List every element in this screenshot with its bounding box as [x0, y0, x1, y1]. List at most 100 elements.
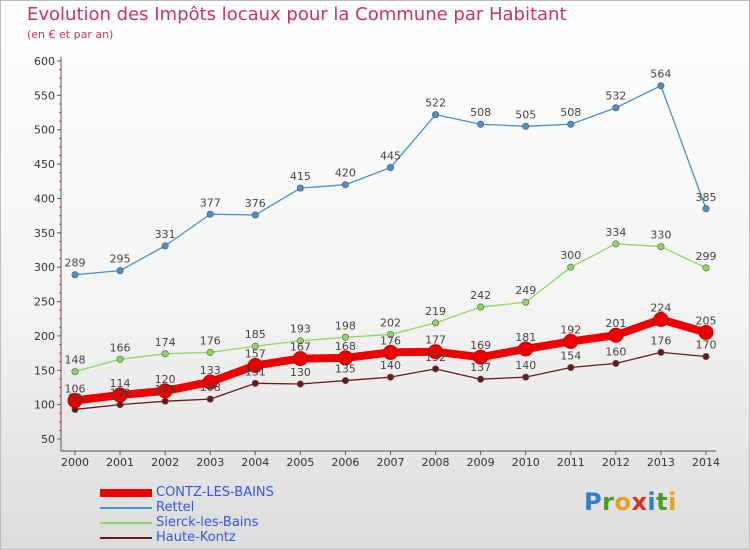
legend-swatch	[100, 507, 152, 509]
chart-title: Evolution des Impôts locaux pour la Comm…	[27, 4, 567, 25]
data-point	[653, 311, 669, 327]
data-label: 249	[515, 284, 536, 297]
data-label: 148	[65, 354, 86, 367]
data-label: 140	[380, 359, 401, 372]
data-point	[567, 120, 575, 128]
data-point	[608, 327, 624, 343]
data-label: 201	[605, 317, 626, 330]
data-point	[386, 373, 394, 381]
logo-letter: i	[668, 488, 677, 516]
data-label: 299	[696, 250, 717, 263]
x-tick-label: 2003	[196, 456, 224, 469]
data-label: 334	[605, 226, 626, 239]
data-point	[296, 337, 304, 345]
data-point	[337, 350, 353, 366]
legend-label: Haute-Kontz	[156, 530, 236, 545]
logo-letter: o	[614, 488, 632, 516]
data-point	[612, 104, 620, 112]
y-tick-label: 200	[34, 330, 55, 343]
data-point	[206, 348, 214, 356]
data-point	[116, 267, 124, 275]
data-label: 176	[650, 334, 671, 347]
x-tick-label: 2012	[602, 456, 630, 469]
x-tick-label: 2004	[241, 456, 269, 469]
legend-swatch	[100, 537, 152, 539]
data-point	[67, 393, 83, 409]
y-tick-label: 150	[34, 364, 55, 377]
data-label: 185	[245, 328, 266, 341]
data-label: 522	[425, 97, 446, 110]
data-point	[567, 263, 575, 271]
y-tick-label: 50	[41, 433, 55, 446]
data-label: 289	[65, 257, 86, 270]
data-label: 202	[380, 317, 401, 330]
y-tick-label: 300	[34, 261, 55, 274]
data-point	[432, 319, 440, 327]
data-label: 205	[696, 314, 717, 327]
data-point	[71, 271, 79, 279]
data-label: 564	[650, 68, 671, 81]
data-point	[386, 164, 394, 172]
data-label: 224	[650, 301, 671, 314]
data-point	[386, 331, 394, 339]
data-label: 114	[110, 377, 131, 390]
data-point	[161, 242, 169, 250]
y-tick-label: 550	[34, 89, 55, 102]
data-point	[71, 368, 79, 376]
x-tick-label: 2000	[61, 456, 89, 469]
data-point	[477, 303, 485, 311]
data-label: 169	[470, 339, 491, 352]
data-label: 152	[425, 351, 446, 364]
data-point	[657, 348, 665, 356]
data-point	[522, 298, 530, 306]
data-label: 198	[335, 319, 356, 332]
data-point	[292, 351, 308, 367]
data-label: 176	[380, 334, 401, 347]
data-point	[161, 350, 169, 358]
data-label: 295	[110, 253, 131, 266]
data-label: 168	[335, 340, 356, 353]
data-point	[477, 120, 485, 128]
y-tick-label: 500	[34, 124, 55, 137]
data-point	[341, 333, 349, 341]
data-label: 120	[155, 373, 176, 386]
x-tick-label: 2001	[106, 456, 134, 469]
data-label: 106	[65, 383, 86, 396]
data-label: 166	[110, 341, 131, 354]
data-point	[341, 181, 349, 189]
data-point	[251, 379, 259, 387]
data-label: 181	[515, 331, 536, 344]
data-point	[202, 374, 218, 390]
logo-letter: x	[631, 488, 648, 516]
logo-letter: t	[656, 488, 669, 516]
data-point	[206, 395, 214, 403]
data-point	[522, 122, 530, 130]
data-point	[247, 357, 263, 373]
legend-label: CONTZ-LES-BAINS	[156, 485, 274, 500]
data-label: 133	[200, 364, 221, 377]
data-point	[612, 240, 620, 248]
y-tick-label: 400	[34, 192, 55, 205]
data-label: 219	[425, 305, 446, 318]
y-tick-label: 350	[34, 227, 55, 240]
data-point	[112, 387, 128, 403]
data-point	[563, 333, 579, 349]
data-point	[432, 111, 440, 119]
data-label: 176	[200, 334, 221, 347]
data-point	[251, 342, 259, 350]
data-label: 193	[290, 323, 311, 336]
data-label: 170	[696, 339, 717, 352]
data-point	[161, 397, 169, 405]
data-point	[116, 355, 124, 363]
data-label: 415	[290, 170, 311, 183]
data-point	[296, 380, 304, 388]
x-tick-label: 2011	[557, 456, 585, 469]
data-label: 131	[245, 365, 266, 378]
proxiti-logo: Proxiti	[584, 488, 677, 516]
legend-swatch	[100, 522, 152, 524]
data-label: 508	[560, 106, 581, 119]
x-tick-label: 2007	[377, 456, 405, 469]
data-point	[612, 359, 620, 367]
